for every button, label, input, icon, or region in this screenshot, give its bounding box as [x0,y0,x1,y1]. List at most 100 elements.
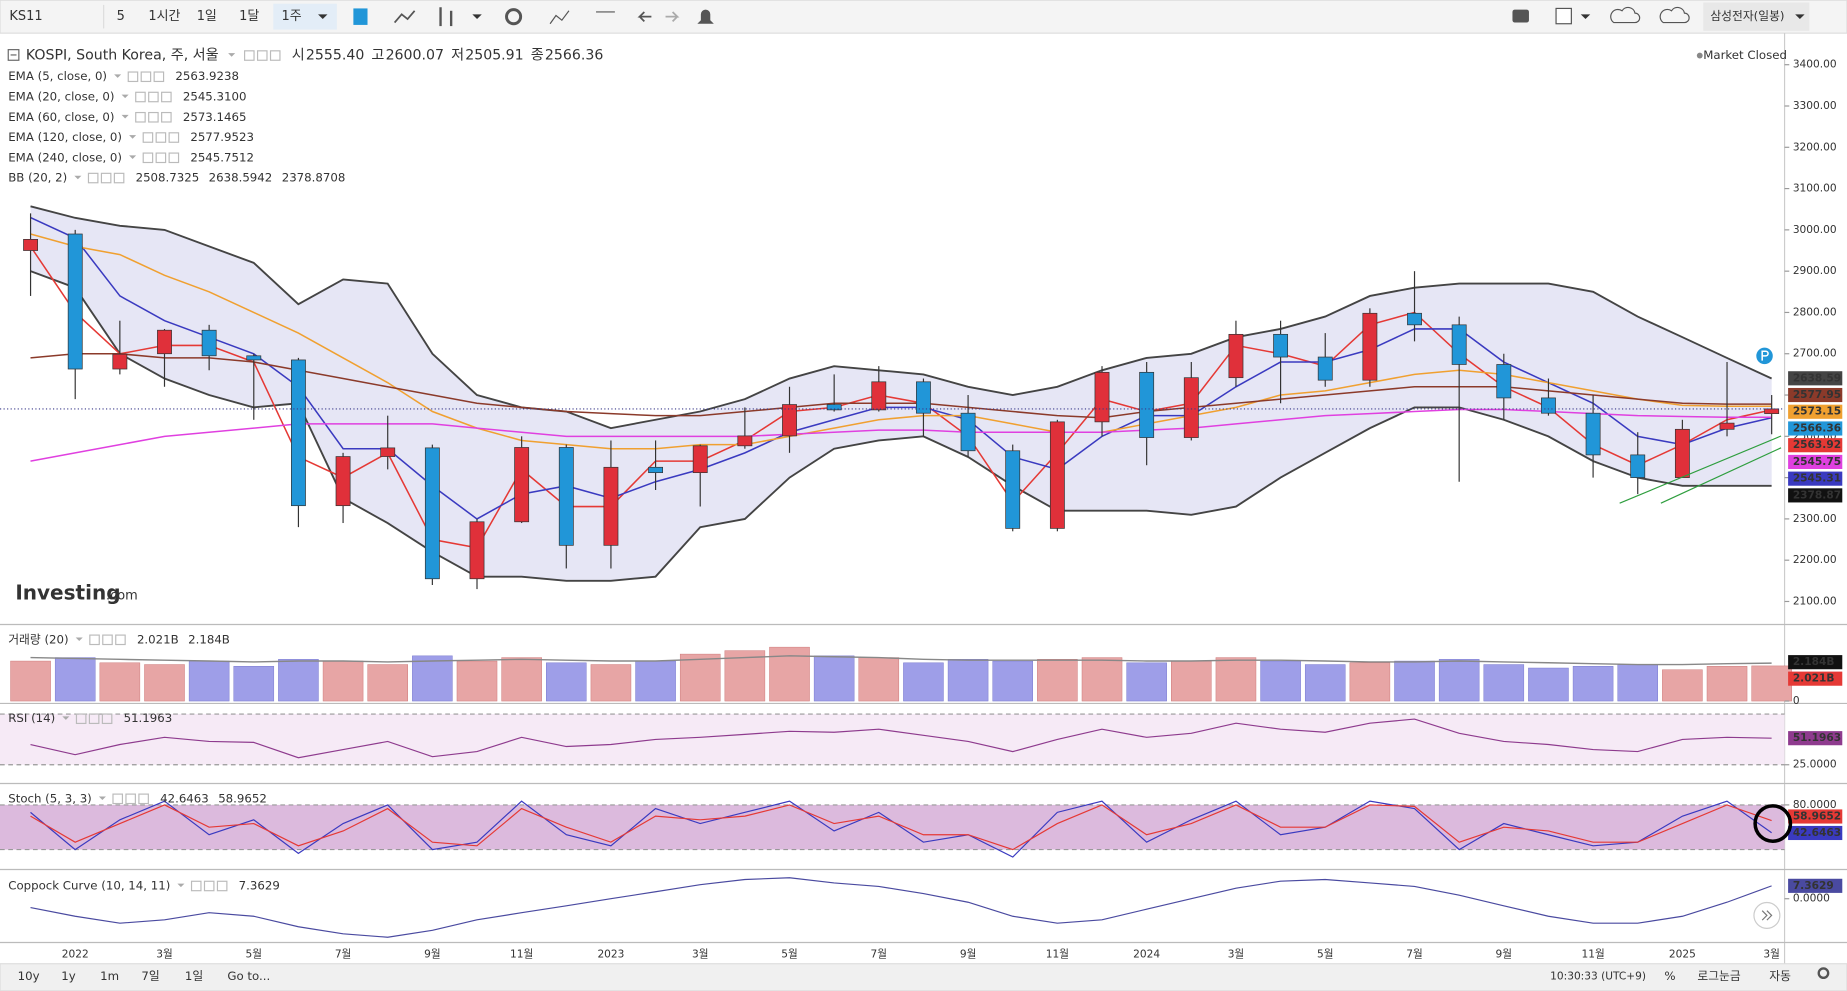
indicator-tag: 58.9652 [1793,810,1841,822]
dropdown[interactable] [318,14,328,20]
price-tag: 2545.31 [1793,473,1841,485]
redo-icon[interactable] [665,11,680,23]
legend-icon[interactable] [168,132,180,143]
goto-button[interactable]: Go to... [227,969,270,983]
legend-icon[interactable] [135,111,146,123]
legend-name: EMA (5, close, 0) [8,69,107,83]
undo-icon[interactable] [637,11,652,23]
range-button[interactable]: 1y [61,969,75,983]
interval-button[interactable]: 1달 [239,9,259,24]
range-button[interactable]: 10y [18,969,40,983]
candle-body [335,456,351,507]
legend-icon[interactable] [113,172,125,184]
line-icon[interactable] [393,10,416,24]
legend-icon[interactable] [140,71,152,83]
legend-icon[interactable] [142,152,154,164]
interval-button[interactable]: 1시간 [148,9,180,24]
legend-icon[interactable] [155,152,167,164]
legend-icon[interactable] [148,91,159,103]
dropdown[interactable] [1580,14,1591,20]
legend-icon[interactable] [75,713,87,725]
legend-value: 51.1963 [124,711,173,725]
cloud-save-icon[interactable] [1659,6,1690,24]
legend-icon[interactable] [135,91,146,103]
clock: 10:30:33 (UTC+9) [1550,971,1646,983]
legend-icon[interactable] [190,880,202,892]
legend-icon[interactable] [125,793,136,805]
layout-icon[interactable] [1555,7,1572,25]
interval-button[interactable]: 1주 [282,9,302,24]
legend-dropdown[interactable] [98,796,106,800]
range-button[interactable]: 1m [100,969,119,983]
y-tick-label: 3400.00 [1793,59,1837,71]
legend-icon[interactable] [256,50,268,61]
watchlist-label[interactable]: 삼성전자(일봉) [1710,9,1784,23]
interval-button[interactable]: 5 [117,9,125,24]
dropdown[interactable] [472,14,482,20]
axis-option[interactable]: 자동 [1769,969,1791,983]
candle-body [112,353,128,370]
legend-icon[interactable] [89,634,100,646]
legend-dropdown[interactable] [75,637,83,641]
legend-icon[interactable] [269,50,281,61]
candle-body [23,239,38,251]
legend-icon[interactable] [155,132,167,143]
axis-option[interactable]: % [1664,969,1675,983]
trend-line[interactable] [1660,447,1782,504]
legend-icon[interactable] [138,793,149,805]
candle-body [871,381,887,411]
range-button[interactable]: 7일 [141,969,159,983]
indicator-line [30,804,1772,851]
price-tag: 2638.59 [1793,372,1841,384]
legend-icon[interactable] [87,172,99,184]
legend-icon[interactable] [101,713,113,725]
y-tick-label: 0.0000 [1793,893,1830,905]
legend-dropdown[interactable] [129,155,137,159]
volume-bar [278,659,319,702]
legend-icon[interactable] [127,71,139,83]
candle-icon[interactable] [353,8,368,25]
legend-dropdown[interactable] [114,74,122,78]
indicator-tag-bg [1788,809,1843,824]
legend-dropdown[interactable] [121,114,129,119]
volume-bar [679,653,721,702]
settings-icon[interactable] [505,8,523,26]
y-tick-label: 3000.00 [1793,224,1837,236]
settings-icon[interactable] [1817,967,1830,980]
legend-icon[interactable] [102,634,113,646]
legend-dropdown[interactable] [228,53,236,57]
trend-line[interactable] [1619,435,1782,504]
alert-icon[interactable] [697,9,714,24]
legend-icon[interactable] [161,91,172,103]
indicator-icon[interactable] [549,10,570,25]
legend-dropdown[interactable] [121,94,129,99]
legend-icon[interactable] [100,172,112,184]
legend-icon[interactable] [142,132,154,143]
camera-icon[interactable] [1512,9,1529,23]
y-tick-label: 2800.00 [1793,306,1837,318]
legend-icon[interactable] [168,152,180,164]
legend-dropdown[interactable] [74,175,82,180]
cloud-load-icon[interactable] [1610,6,1641,24]
legend-dropdown[interactable] [129,135,137,139]
watchlist-button[interactable] [1703,2,1810,31]
axis-option[interactable]: 로그눈금 [1697,969,1740,983]
legend-icon[interactable] [203,880,215,892]
legend-icon[interactable] [148,111,159,123]
collapse-icon[interactable] [7,49,20,61]
volume-bar [1706,666,1748,702]
legend-icon[interactable] [88,713,100,725]
legend-icon[interactable] [115,634,126,646]
interval-button[interactable]: 1일 [197,9,217,24]
legend-icon[interactable] [153,71,165,83]
legend-dropdown[interactable] [62,716,70,720]
highlight-circle[interactable] [1753,804,1793,843]
legend-icon[interactable] [112,793,124,805]
legend-icon[interactable] [244,50,255,61]
dropdown[interactable] [1795,14,1805,20]
range-button[interactable]: 1일 [185,969,203,983]
legend-dropdown[interactable] [177,883,185,888]
legend-icon[interactable] [216,880,228,892]
legend-icon[interactable] [161,111,172,123]
symbol[interactable]: KS11 [9,9,42,24]
